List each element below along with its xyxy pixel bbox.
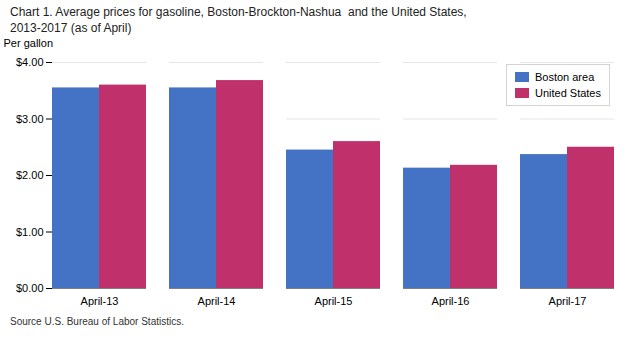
svg-text:April-17: April-17	[549, 296, 587, 308]
svg-text:$3.00: $3.00	[16, 113, 44, 125]
svg-text:$1.00: $1.00	[16, 226, 44, 238]
svg-text:April-15: April-15	[315, 296, 353, 308]
svg-text:April-13: April-13	[81, 296, 119, 308]
svg-text:$0.00: $0.00	[16, 282, 44, 294]
svg-text:April-16: April-16	[432, 296, 470, 308]
html-text:United States: United States	[535, 87, 601, 100]
html-text:Boston area: Boston area	[535, 71, 595, 84]
html-text:Chart 1. Average prices for ga: Chart 1. Average prices for gasoline, Bo…	[10, 5, 467, 36]
svg-text:$4.00: $4.00	[16, 56, 44, 68]
svg-text:$2.00: $2.00	[16, 169, 44, 181]
html-text:Source U.S. Bureau of Labor St: Source U.S. Bureau of Labor Statistics.	[10, 316, 184, 328]
svg-text:April-14: April-14	[198, 296, 236, 308]
svg-text:Per gallon: Per gallon	[4, 38, 54, 50]
